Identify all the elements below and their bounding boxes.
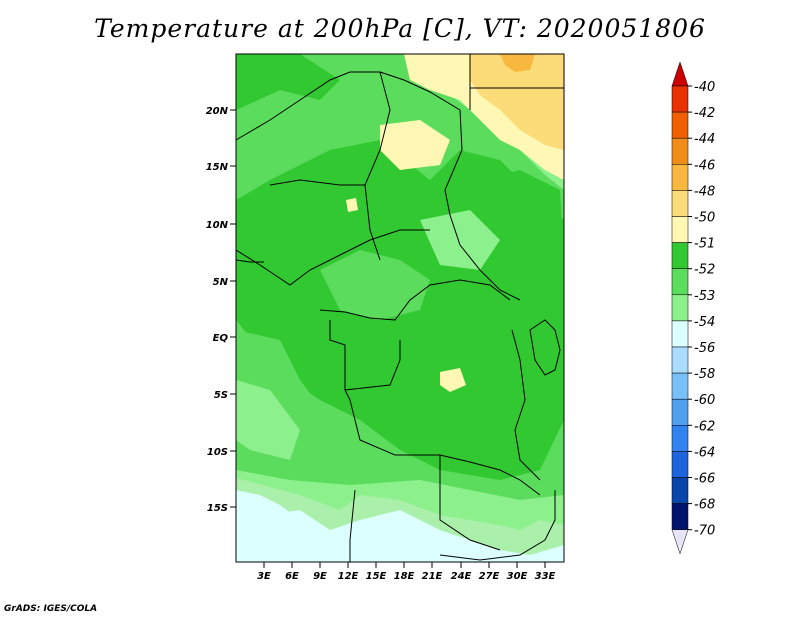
lon-label: 27E — [479, 571, 500, 582]
colorbar-swatch — [671, 137, 689, 165]
lon-label: 21E — [422, 571, 443, 582]
colorbar-label: -64 — [694, 445, 715, 460]
colorbar-swatch — [671, 372, 689, 400]
temperature-field — [236, 54, 564, 562]
field-53-patch-a — [420, 210, 500, 270]
field-53-patch-b — [236, 380, 300, 460]
lat-label: 10S — [207, 447, 228, 458]
colorbar-label: -58 — [694, 367, 715, 382]
lat-label: 5S — [214, 390, 228, 401]
field-50-patch-central — [380, 120, 450, 170]
field-54-south — [236, 505, 564, 562]
lat-label: 15N — [206, 162, 229, 173]
lon-label: 18E — [394, 571, 415, 582]
lon-axis — [263, 562, 546, 568]
colorbar-swatch — [671, 294, 689, 322]
colorbar-swatch — [671, 85, 689, 113]
lon-label: 33E — [535, 571, 556, 582]
lon-label: 30E — [507, 571, 528, 582]
colorbar-label: -40 — [694, 80, 715, 95]
lon-label: 6E — [285, 571, 299, 582]
colorbar-label: -60 — [694, 393, 715, 408]
colorbar-label: -52 — [694, 263, 715, 278]
colorbar-swatch — [671, 477, 689, 504]
grads-credit: GrADS: IGES/COLA — [4, 604, 98, 614]
colorbar-arrow-bottom — [671, 529, 689, 555]
field-46-patch — [500, 54, 535, 72]
field-50-patch-small — [346, 198, 358, 212]
colorbar-swatch — [671, 164, 689, 191]
lat-label: 15S — [207, 503, 228, 514]
colorbar-swatch — [671, 216, 689, 243]
colorbar-swatch — [671, 503, 689, 530]
lon-label: 24E — [451, 571, 472, 582]
colorbar-arrow-top — [671, 61, 689, 87]
colorbar-swatch — [671, 268, 689, 296]
colorbar-label: -44 — [694, 132, 715, 147]
colorbar-label: -70 — [694, 524, 715, 539]
map-title: Temperature at 200hPa [C], VT: 202005180… — [94, 14, 706, 43]
colorbar-swatch — [671, 111, 689, 139]
field-52-patch-a — [320, 250, 430, 320]
field-54-southwest — [236, 490, 300, 545]
lat-axis — [230, 109, 236, 508]
colorbar-swatch — [671, 346, 689, 374]
lon-label: 3E — [257, 571, 271, 582]
lat-label: 20N — [206, 106, 229, 117]
colorbar-swatch — [671, 320, 689, 348]
colorbar-label: -48 — [694, 184, 715, 199]
colorbar-label: -42 — [694, 106, 715, 121]
colorbar-label: -54 — [694, 315, 715, 330]
colorbar-swatch — [671, 190, 689, 217]
colorbar-label: -56 — [694, 341, 715, 356]
field-51-east — [480, 170, 564, 270]
colorbar-swatch — [671, 398, 689, 426]
colorbar-label: -66 — [694, 472, 715, 487]
lat-label: EQ — [213, 333, 229, 344]
lon-label: 9E — [313, 571, 327, 582]
map-frame — [235, 53, 565, 563]
colorbar-label: -68 — [694, 498, 715, 513]
colorbar — [671, 61, 689, 555]
colorbar-swatch — [671, 425, 689, 452]
colorbar-label: -50 — [694, 211, 715, 226]
lon-label: 15E — [366, 571, 387, 582]
colorbar-label: -46 — [694, 158, 715, 173]
field-50-patch-south — [440, 368, 466, 392]
colorbar-label: -62 — [694, 419, 715, 434]
lat-label: 10N — [206, 220, 229, 231]
field-48-north — [470, 54, 564, 150]
field-51-north — [236, 54, 340, 110]
colorbar-label: -51 — [694, 237, 715, 252]
country-borders — [235, 54, 564, 562]
colorbar-label: -53 — [694, 289, 715, 304]
lon-label: 12E — [338, 571, 359, 582]
field-52-west — [236, 80, 300, 175]
lat-label: 5N — [213, 277, 229, 288]
colorbar-swatch — [671, 451, 689, 478]
colorbar-swatch — [671, 242, 689, 269]
